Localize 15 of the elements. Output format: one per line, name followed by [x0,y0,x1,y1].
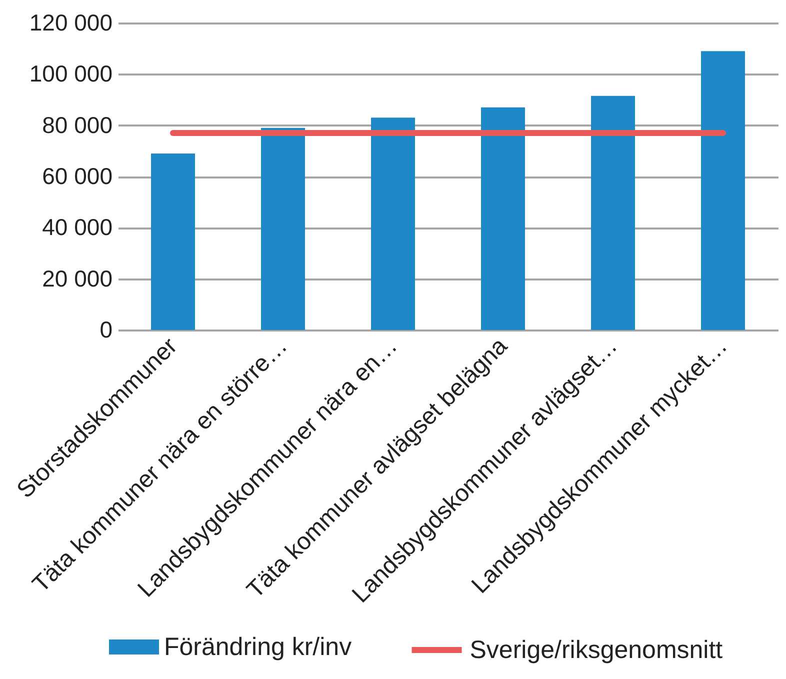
legend-label: Sverige/riksgenomsnitt [470,636,723,664]
y-tick-label: 60 000 [42,163,112,189]
y-tick-label: 0 [100,316,112,342]
y-tick-label: 100 000 [29,60,112,87]
y-tick-label: 120 000 [29,10,112,36]
bar [701,51,745,330]
y-tick-label: 40 000 [42,214,112,240]
bar [591,96,635,330]
bar [371,118,415,330]
bar [261,128,305,330]
bar [151,153,195,330]
y-tick-label: 80 000 [42,112,112,138]
legend-label: Förändring kr/inv [164,633,352,661]
y-tick-label: 20 000 [42,265,112,292]
bar [481,107,525,330]
